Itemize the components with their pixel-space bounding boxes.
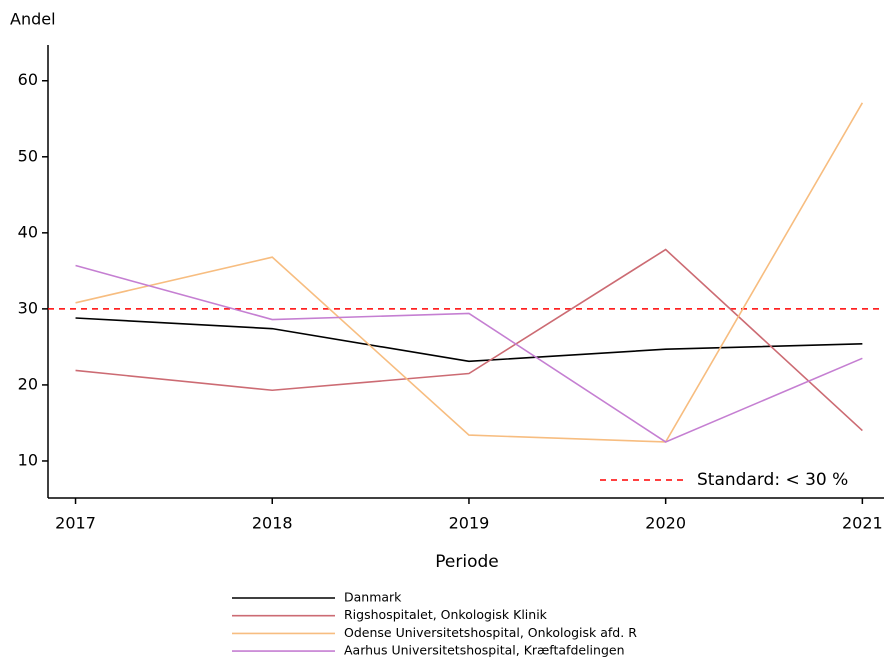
series-line <box>75 248 863 432</box>
series-line <box>75 264 863 443</box>
series-line <box>75 102 864 443</box>
y-axis-label: Andel <box>10 10 56 29</box>
legend-label: Danmark <box>344 590 402 605</box>
x-tick-label: 2020 <box>645 514 686 533</box>
legend-label: Odense Universitetshospital, Onkologisk … <box>344 625 637 640</box>
y-tick-label: 20 <box>18 374 38 393</box>
y-tick-label: 30 <box>18 298 38 317</box>
reference-label: Standard: < 30 % <box>697 470 848 490</box>
x-tick-label: 2017 <box>55 514 96 533</box>
y-tick-label: 40 <box>18 222 38 241</box>
y-tick-label: 10 <box>18 450 38 469</box>
x-tick-label: 2018 <box>252 514 293 533</box>
x-axis-label: Periode <box>435 552 498 572</box>
legend-label: Aarhus Universitetshospital, Kræftafdeli… <box>344 643 625 658</box>
legend-label: Rigshospitalet, Onkologisk Klinik <box>344 607 548 622</box>
y-tick-label: 60 <box>18 70 38 89</box>
x-tick-label: 2021 <box>842 514 883 533</box>
x-tick-label: 2019 <box>449 514 490 533</box>
series-line <box>75 317 863 363</box>
y-tick-label: 50 <box>18 146 38 165</box>
